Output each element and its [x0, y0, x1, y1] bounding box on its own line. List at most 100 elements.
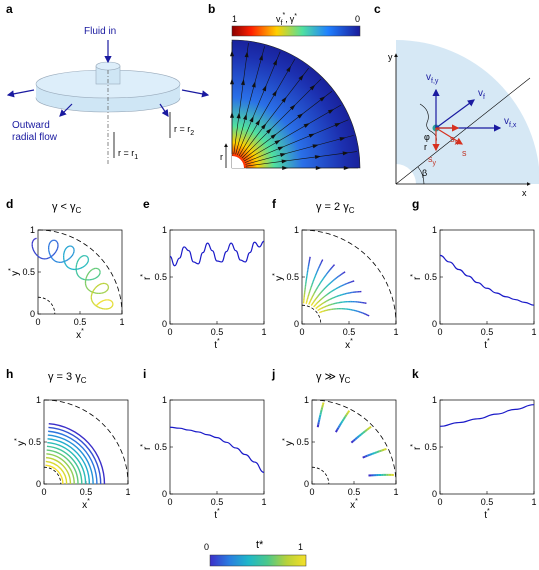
trajectory-segment — [338, 285, 341, 288]
trajectory-segment — [33, 238, 36, 241]
trajectory-segment — [350, 440, 354, 444]
y-tick-label: 0 — [162, 319, 167, 329]
trajectory-segment — [308, 301, 311, 304]
trajectory-segment — [106, 284, 109, 286]
trajectory-segment — [55, 240, 58, 243]
trajectory-segment — [334, 295, 337, 298]
trajectory-segment — [312, 294, 315, 297]
trajectory-segment — [76, 272, 78, 275]
radial-flow-label: radial flow — [12, 132, 58, 143]
y-axis-label: y* — [8, 268, 21, 276]
x-tick-label: 0 — [437, 497, 442, 507]
trajectory-segment — [328, 269, 331, 272]
trajectory-segment — [340, 273, 343, 276]
trajectory-segment — [317, 305, 320, 308]
trajectory-segment — [344, 283, 347, 286]
streamline-arrowhead — [230, 78, 234, 85]
streamline-arrowhead — [342, 151, 349, 156]
trajectory-segment — [324, 274, 327, 277]
x-tick-label: 1 — [119, 317, 124, 327]
trajectory-plot-h: 00 0.5 0.5 1 1 x* y* — [14, 395, 131, 511]
trajectory-segment — [337, 294, 340, 297]
trajectory-segment — [325, 285, 328, 288]
trajectory-segment — [324, 294, 327, 297]
streamline-arrowhead — [334, 122, 341, 128]
trajectory-segment — [363, 312, 367, 315]
trajectory-arc — [46, 449, 79, 485]
trajectory-segment — [316, 269, 319, 272]
streamline-arrowhead — [289, 104, 296, 111]
streamline-arrowhead — [312, 144, 319, 149]
outflow-arrow-right — [181, 89, 210, 98]
trajectory-segment — [365, 313, 368, 316]
trajectory-segment — [89, 290, 92, 293]
geometry-sector — [396, 40, 539, 184]
trajectory-segment — [92, 289, 95, 292]
trajectory-segment — [362, 430, 366, 434]
streamline — [238, 58, 296, 157]
streamline-arrowhead — [255, 119, 261, 126]
trajectory-segment — [320, 307, 323, 310]
x-tick-label: 1 — [531, 327, 536, 337]
trajectory-segment — [331, 265, 334, 268]
time-cbar-title: t* — [256, 539, 264, 551]
trajectory-arc — [45, 464, 64, 485]
x-tick-label: 0.5 — [481, 497, 494, 507]
trajectory-segment — [332, 264, 336, 267]
y-tick-label: 0.5 — [286, 272, 299, 282]
y-axis-label: y* — [272, 273, 285, 281]
x-axis-label: x* — [350, 498, 358, 511]
trajectory-segment — [312, 301, 315, 304]
trajectory-segment — [86, 273, 89, 276]
streamline-arrowhead — [286, 65, 291, 73]
y-tick-label: 0 — [162, 489, 167, 499]
panel-label-d: d — [6, 197, 13, 211]
trajectory-segment — [315, 272, 318, 275]
trajectory-segment — [313, 305, 316, 308]
trajectory-segment — [332, 289, 335, 292]
y-tick-label: 0.5 — [22, 267, 35, 277]
trajectory-plot-f: 00 0.5 0.5 1 1 x* y* — [272, 225, 399, 351]
trajectory-segment — [37, 256, 41, 259]
trajectory-segment — [85, 262, 88, 265]
trajectory-segment — [316, 296, 319, 299]
x-axis-label: t* — [214, 508, 220, 521]
trajectory-segment — [31, 240, 34, 243]
trajectory-segment — [88, 289, 91, 292]
trajectory-segment — [318, 417, 321, 420]
trajectory-segment — [92, 278, 95, 280]
r-axis-label: r — [220, 152, 223, 162]
trajectory-segment — [360, 311, 363, 314]
geometry-inner-hole — [396, 164, 416, 184]
streamline-arrowhead — [281, 96, 287, 103]
trajectory-segment — [310, 297, 313, 300]
trajectory-segment — [317, 300, 320, 303]
vf-arrow — [435, 99, 475, 129]
streamline-arrowhead — [281, 159, 288, 164]
panel-label-a: a — [6, 2, 13, 16]
radius-plot-g: 00 0.5 0.5 1 1 t* r* — [410, 225, 537, 351]
trajectory-arc — [48, 426, 102, 485]
trajectory-segment — [334, 429, 338, 433]
radius-plot-i: 00 0.5 0.5 1 1 t* r* — [140, 395, 267, 521]
trajectory-segment — [367, 453, 371, 457]
x-tick-label: 0 — [309, 487, 314, 497]
panel-label-k: k — [412, 367, 419, 381]
trajectory-segment — [321, 402, 325, 406]
trajectory-segment — [376, 450, 380, 454]
trajectory-segment — [64, 262, 67, 265]
x-axis-label: t* — [214, 338, 220, 351]
streamline — [235, 46, 265, 155]
x-axis-label: x* — [76, 328, 84, 341]
trajectory-segment — [383, 447, 387, 451]
streamline-arrowhead — [327, 109, 335, 114]
y-tick-label: 1 — [162, 225, 167, 235]
panel-label-c: c — [374, 2, 381, 16]
outflow-arrow-front-right — [159, 103, 169, 117]
trajectory-segment — [315, 307, 318, 310]
trajectory-segment — [309, 286, 312, 289]
streamline-arrowhead — [279, 153, 287, 157]
trajectory-segment — [334, 288, 337, 291]
trajectory-segment — [331, 289, 334, 292]
y-tick-label: 1 — [432, 225, 437, 235]
